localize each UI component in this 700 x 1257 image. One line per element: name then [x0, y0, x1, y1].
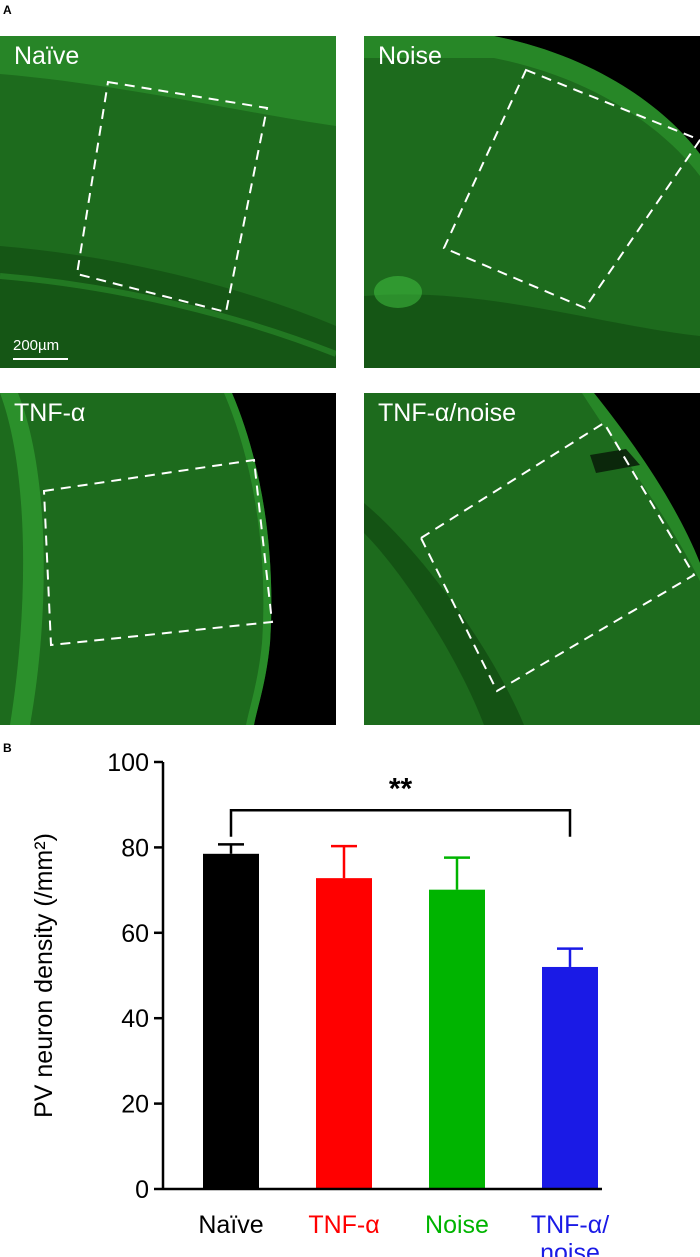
category-label: Noise [425, 1211, 489, 1239]
y-tick-label: 40 [121, 1005, 149, 1033]
tissue-image-tnf-noise [364, 393, 700, 725]
micrograph-tnf: TNF-α [0, 393, 336, 725]
bar-2 [429, 889, 485, 1189]
y-tick-label: 80 [121, 834, 149, 862]
y-tick-label: 100 [107, 749, 149, 777]
panel-label-naive: Naïve [14, 42, 80, 70]
panel-label-noise: Noise [378, 42, 442, 70]
scale-bar-label: 200µm [13, 337, 60, 354]
bar-1 [316, 878, 372, 1189]
scale-bar [13, 358, 68, 360]
bar-chart: 0 20 40 60 80 100 PV neuron density (/mm²) Naïv… [30, 749, 609, 1257]
panel-b-letter: B [3, 741, 12, 755]
micrograph-naive: Naïve 200µm [0, 36, 336, 368]
significance-bracket [229, 809, 572, 837]
tissue-image-noise [364, 36, 700, 368]
micrograph-tnf-noise: TNF-α/noise [364, 393, 700, 725]
y-tick-label: 60 [121, 920, 149, 948]
y-tick-label: 0 [135, 1176, 149, 1204]
category-label: Naïve [198, 1211, 263, 1239]
tissue-image-tnf [0, 393, 336, 725]
y-axis-title: PV neuron density (/mm²) [30, 833, 58, 1118]
category-label: TNF-α [308, 1211, 379, 1239]
tissue-image-naive [0, 36, 336, 368]
significance-label: ** [389, 772, 413, 805]
panel-a-letter: A [3, 3, 12, 17]
bar-3 [542, 966, 598, 1189]
y-tick-label: 20 [121, 1091, 149, 1119]
panel-label-tnf-noise: TNF-α/noise [378, 399, 517, 427]
panel-label-tnf: TNF-α [14, 399, 86, 427]
micrograph-noise: Noise [364, 36, 700, 368]
category-label: noise [540, 1239, 600, 1257]
bar-0 [203, 853, 259, 1189]
category-label: TNF-α/ [531, 1211, 609, 1239]
